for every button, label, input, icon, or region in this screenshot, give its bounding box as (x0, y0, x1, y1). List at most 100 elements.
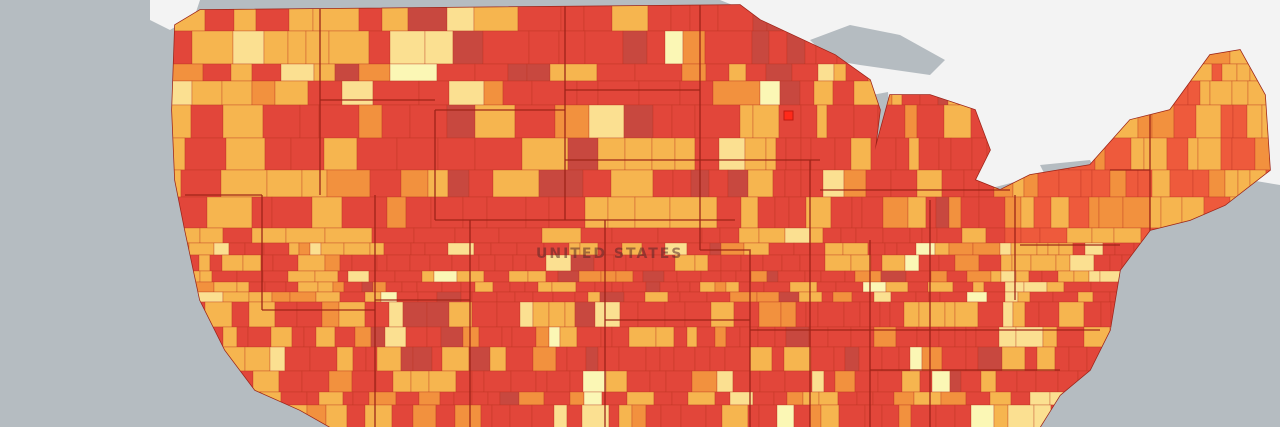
county[interactable] (1252, 242, 1274, 256)
county[interactable] (898, 404, 912, 427)
county[interactable] (532, 301, 550, 328)
county[interactable] (1209, 80, 1233, 106)
county[interactable] (664, 30, 684, 65)
county[interactable] (1259, 254, 1280, 272)
county[interactable] (777, 270, 806, 283)
county[interactable] (527, 270, 547, 283)
county[interactable] (220, 169, 268, 198)
county[interactable] (833, 346, 846, 372)
county[interactable] (172, 326, 200, 348)
county[interactable] (1245, 370, 1259, 393)
county[interactable] (832, 291, 853, 303)
county[interactable] (774, 196, 790, 229)
county[interactable] (597, 80, 640, 106)
county[interactable] (744, 137, 767, 171)
county[interactable] (160, 391, 178, 406)
county[interactable] (765, 137, 777, 171)
county[interactable] (779, 80, 801, 106)
county[interactable] (712, 80, 761, 106)
county[interactable] (1074, 404, 1087, 427)
county[interactable] (1147, 404, 1175, 427)
county[interactable] (1124, 291, 1141, 303)
county[interactable] (1187, 80, 1201, 106)
county[interactable] (1024, 346, 1038, 372)
county[interactable] (623, 104, 654, 139)
county[interactable] (844, 270, 856, 283)
county[interactable] (1066, 227, 1093, 244)
county[interactable] (679, 291, 708, 303)
county[interactable] (314, 270, 339, 283)
county[interactable] (907, 281, 929, 293)
county[interactable] (716, 370, 734, 393)
county[interactable] (824, 254, 852, 272)
county[interactable] (679, 80, 714, 106)
county[interactable] (575, 281, 596, 293)
county[interactable] (1144, 326, 1172, 348)
county[interactable] (813, 80, 834, 106)
county[interactable] (714, 281, 727, 293)
county[interactable] (375, 370, 394, 393)
county[interactable] (199, 227, 224, 244)
county[interactable] (893, 391, 915, 406)
county[interactable] (735, 270, 752, 283)
county[interactable] (538, 169, 584, 198)
county[interactable] (1004, 291, 1019, 303)
county[interactable] (689, 281, 701, 293)
county[interactable] (435, 404, 456, 427)
county[interactable] (1100, 301, 1112, 328)
county[interactable] (880, 270, 907, 283)
county[interactable] (890, 291, 917, 303)
county[interactable] (1077, 370, 1092, 393)
county[interactable] (237, 404, 265, 427)
county[interactable] (247, 326, 272, 348)
county[interactable] (949, 370, 962, 393)
county[interactable] (501, 326, 513, 348)
county[interactable] (1267, 404, 1280, 427)
county[interactable] (1239, 291, 1256, 303)
county[interactable] (610, 169, 654, 198)
county[interactable] (664, 301, 686, 328)
county[interactable] (441, 346, 470, 372)
county[interactable] (1020, 227, 1041, 244)
county[interactable] (1090, 281, 1119, 293)
county[interactable] (909, 346, 923, 372)
county[interactable] (468, 169, 494, 198)
county[interactable] (1092, 291, 1111, 303)
county[interactable] (386, 196, 407, 229)
county[interactable] (343, 242, 371, 256)
county[interactable] (492, 281, 511, 293)
county[interactable] (395, 391, 420, 406)
county[interactable] (521, 137, 569, 171)
county[interactable] (618, 346, 647, 372)
county[interactable] (1195, 391, 1217, 406)
county[interactable] (673, 326, 688, 348)
county[interactable] (935, 404, 956, 427)
county[interactable] (895, 137, 910, 171)
county[interactable] (284, 346, 311, 372)
county[interactable] (342, 391, 354, 406)
county[interactable] (645, 346, 661, 372)
county[interactable] (532, 346, 557, 372)
county[interactable] (963, 169, 980, 198)
county[interactable] (585, 346, 599, 372)
county[interactable] (940, 391, 967, 406)
county[interactable] (160, 404, 173, 427)
county[interactable] (505, 346, 534, 372)
county[interactable] (222, 326, 238, 348)
county[interactable] (1231, 80, 1249, 106)
county[interactable] (290, 137, 325, 171)
county[interactable] (204, 0, 235, 32)
county[interactable] (983, 281, 1006, 293)
county[interactable] (237, 370, 254, 393)
county[interactable] (784, 370, 813, 393)
county[interactable] (400, 346, 414, 372)
county[interactable] (1253, 326, 1280, 348)
county[interactable] (1166, 137, 1189, 171)
county[interactable] (236, 281, 250, 293)
county[interactable] (961, 227, 987, 244)
county[interactable] (1015, 270, 1030, 283)
county[interactable] (170, 291, 197, 303)
county[interactable] (1224, 169, 1239, 198)
county[interactable] (1000, 254, 1013, 272)
county[interactable] (657, 227, 703, 244)
